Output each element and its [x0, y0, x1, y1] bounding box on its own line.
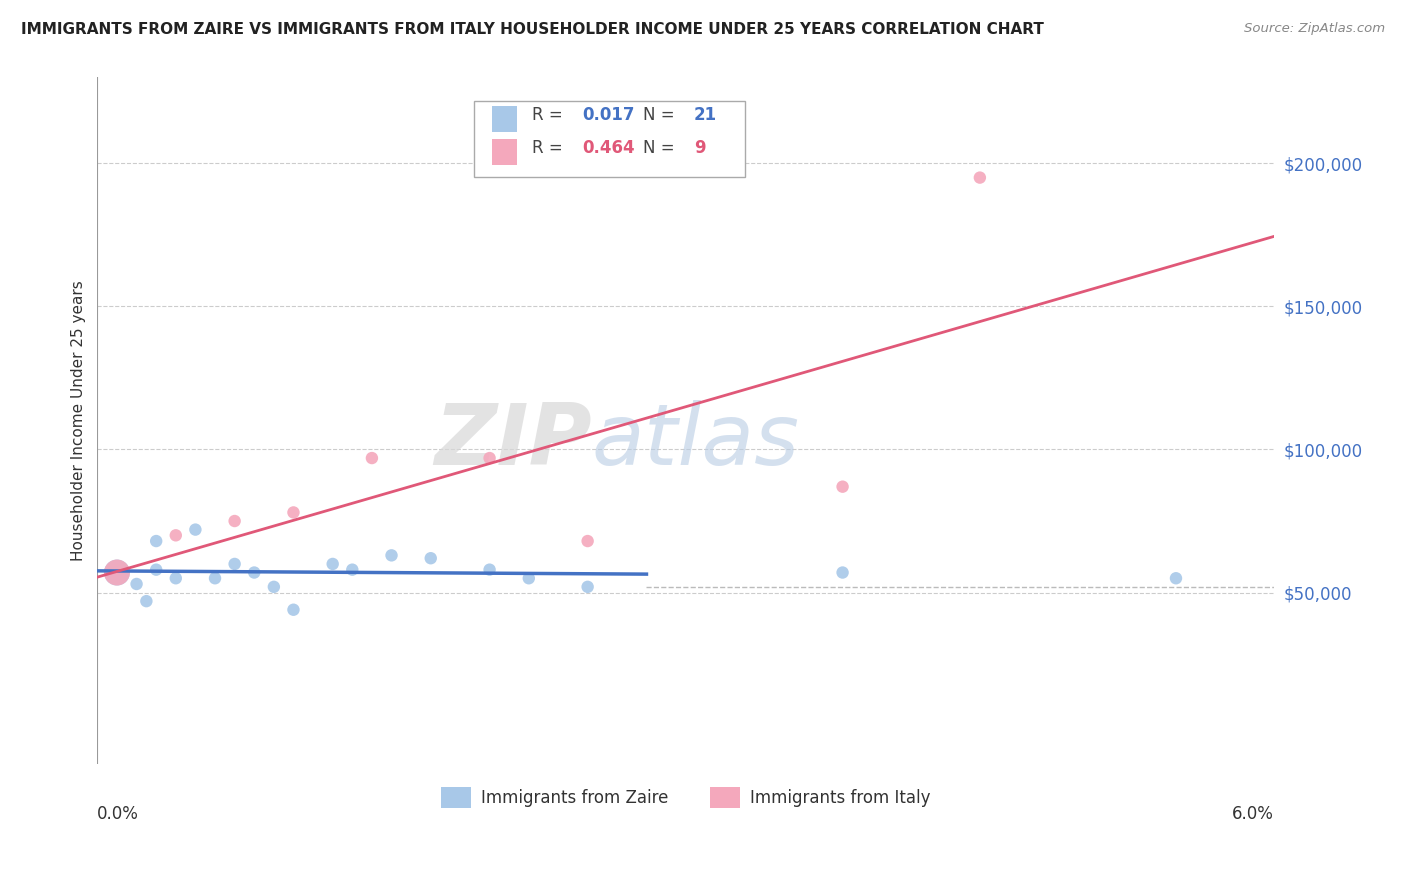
Point — [135, 594, 157, 608]
Point — [204, 571, 226, 585]
Bar — [492, 138, 517, 165]
Point — [478, 451, 501, 466]
Text: 9: 9 — [695, 139, 706, 157]
Point — [969, 170, 991, 185]
Point — [1164, 571, 1187, 585]
Point — [361, 451, 384, 466]
Point — [478, 563, 501, 577]
Point — [105, 566, 128, 580]
Text: N =: N = — [644, 106, 681, 124]
Point — [145, 534, 167, 549]
Text: 6.0%: 6.0% — [1232, 805, 1274, 823]
Text: Source: ZipAtlas.com: Source: ZipAtlas.com — [1244, 22, 1385, 36]
Bar — [492, 105, 517, 132]
Text: atlas: atlas — [592, 400, 800, 483]
Point — [243, 566, 266, 580]
Point — [380, 549, 402, 563]
Point — [105, 566, 128, 580]
Text: 0.017: 0.017 — [582, 106, 634, 124]
Point — [419, 551, 441, 566]
Point — [283, 505, 305, 519]
Legend: Immigrants from Zaire, Immigrants from Italy: Immigrants from Zaire, Immigrants from I… — [434, 780, 938, 814]
Point — [184, 523, 207, 537]
Point — [283, 603, 305, 617]
Text: R =: R = — [531, 139, 568, 157]
Point — [576, 580, 599, 594]
Point — [831, 480, 853, 494]
FancyBboxPatch shape — [474, 102, 745, 177]
Point — [831, 566, 853, 580]
Point — [165, 571, 187, 585]
Point — [517, 571, 540, 585]
Text: ZIP: ZIP — [434, 400, 592, 483]
Text: 0.464: 0.464 — [582, 139, 634, 157]
Point — [576, 534, 599, 549]
Point — [145, 563, 167, 577]
Text: 0.0%: 0.0% — [97, 805, 139, 823]
Point — [165, 528, 187, 542]
Point — [263, 580, 285, 594]
Y-axis label: Householder Income Under 25 years: Householder Income Under 25 years — [72, 280, 86, 561]
Text: N =: N = — [644, 139, 681, 157]
Point — [224, 557, 246, 571]
Text: R =: R = — [531, 106, 568, 124]
Point — [224, 514, 246, 528]
Text: IMMIGRANTS FROM ZAIRE VS IMMIGRANTS FROM ITALY HOUSEHOLDER INCOME UNDER 25 YEARS: IMMIGRANTS FROM ZAIRE VS IMMIGRANTS FROM… — [21, 22, 1045, 37]
Text: 21: 21 — [695, 106, 717, 124]
Point — [322, 557, 344, 571]
Point — [125, 577, 148, 591]
Point — [342, 563, 364, 577]
